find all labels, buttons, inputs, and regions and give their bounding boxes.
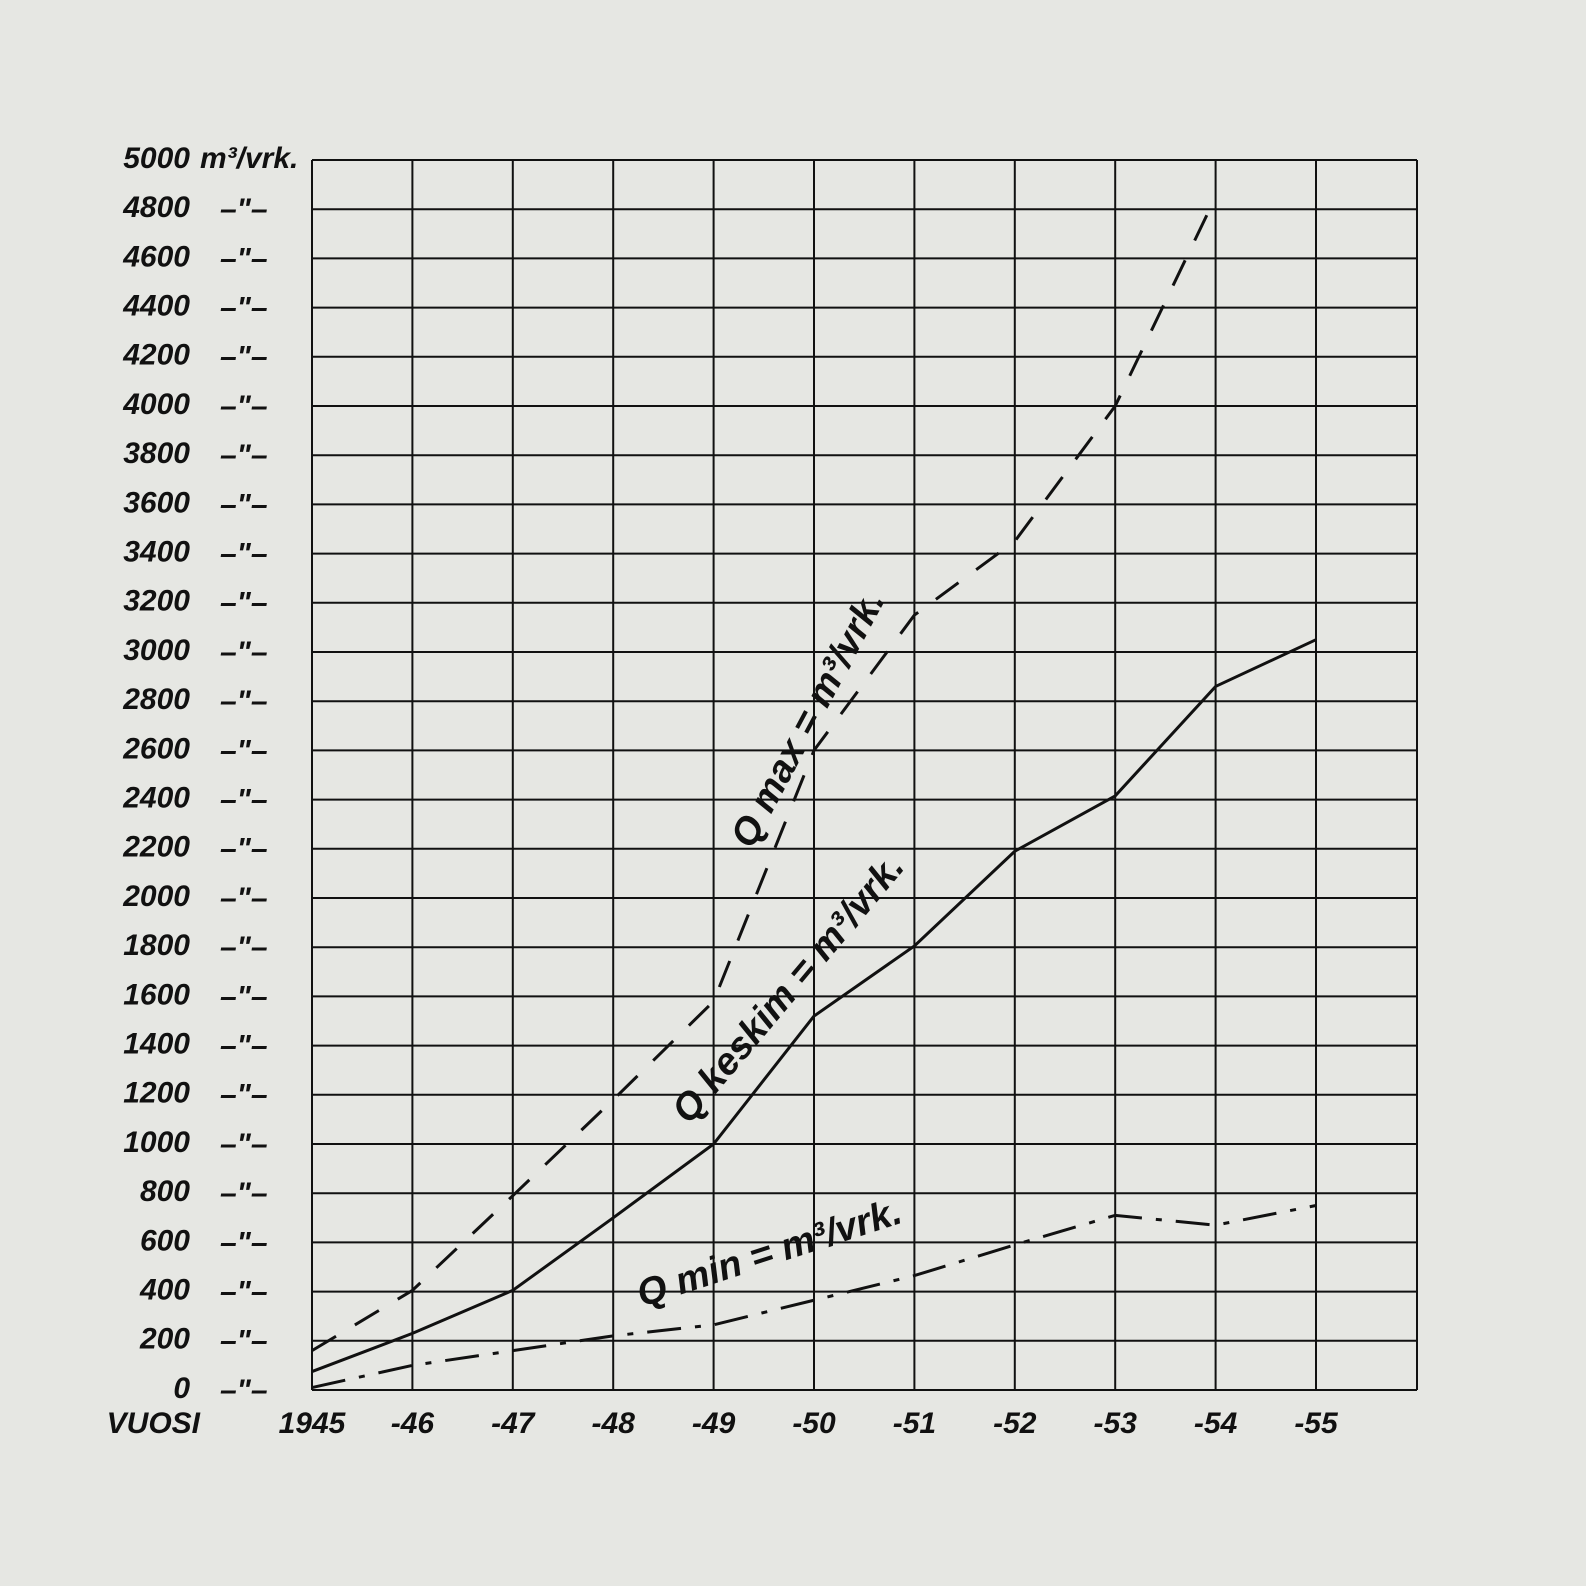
y-tick-label: 3600 xyxy=(123,486,190,519)
y-tick-ditto: –"– xyxy=(220,587,268,620)
y-tick-label: 400 xyxy=(139,1274,190,1307)
y-tick-ditto: –"– xyxy=(220,193,268,226)
y-tick-ditto: –"– xyxy=(220,636,268,669)
x-tick-label: -52 xyxy=(993,1407,1037,1440)
y-tick-label: 1600 xyxy=(123,978,190,1011)
y-tick-label: 1800 xyxy=(123,929,190,962)
y-tick-ditto: –"– xyxy=(220,1079,268,1112)
y-tick-label: 0 xyxy=(173,1372,190,1405)
y-tick-label: 4600 xyxy=(122,240,190,273)
y-tick-label: 5000 xyxy=(123,142,190,175)
y-tick-ditto: –"– xyxy=(220,882,268,915)
y-tick-ditto: –"– xyxy=(220,1325,268,1358)
y-tick-ditto: –"– xyxy=(220,488,268,521)
y-tick-label: 2000 xyxy=(122,880,190,913)
series-line xyxy=(311,638,1317,1373)
y-tick-label: 2600 xyxy=(122,732,190,765)
x-tick-label: -48 xyxy=(592,1407,636,1440)
x-tick-label: -53 xyxy=(1094,1407,1138,1440)
y-tick-label: 4000 xyxy=(122,388,190,421)
y-tick-label: 2800 xyxy=(122,683,190,716)
y-tick-ditto: –"– xyxy=(220,784,268,817)
y-tick-ditto: –"– xyxy=(220,439,268,472)
y-tick-ditto: –"– xyxy=(220,1374,268,1407)
y-tick-ditto: –"– xyxy=(220,292,268,325)
y-tick-ditto: –"– xyxy=(220,538,268,571)
y-tick-ditto: –"– xyxy=(220,341,268,374)
y-tick-ditto: –"– xyxy=(220,685,268,718)
y-tick-ditto: –"– xyxy=(220,980,268,1013)
y-tick-ditto: –"– xyxy=(220,1177,268,1210)
y-tick-ditto: –"– xyxy=(220,242,268,275)
y-tick-label: 800 xyxy=(140,1175,190,1208)
x-tick-label: -55 xyxy=(1294,1407,1339,1440)
y-tick-label: 2200 xyxy=(122,831,190,864)
series-line xyxy=(311,196,1217,1352)
y-tick-ditto: –"– xyxy=(220,1128,268,1161)
x-tick-label: -51 xyxy=(893,1407,936,1440)
y-tick-ditto: –"– xyxy=(220,1226,268,1259)
y-tick-label: 3200 xyxy=(123,585,190,618)
x-tick-label: 1945 xyxy=(279,1407,347,1440)
x-axis-label: VUOSI xyxy=(107,1407,201,1440)
y-tick-label: 1400 xyxy=(123,1028,190,1061)
y-tick-label: 3800 xyxy=(123,437,190,470)
y-tick-label: 4200 xyxy=(122,339,190,372)
y-tick-label: 600 xyxy=(140,1224,190,1257)
y-tick-ditto: –"– xyxy=(220,734,268,767)
y-tick-label: 1000 xyxy=(123,1126,190,1159)
x-tick-label: -46 xyxy=(391,1407,435,1440)
y-tick-label: 3400 xyxy=(123,536,190,569)
y-tick-ditto: –"– xyxy=(220,833,268,866)
y-tick-ditto: –"– xyxy=(220,1276,268,1309)
y-tick-ditto: –"– xyxy=(220,931,268,964)
y-tick-label: 4800 xyxy=(122,191,190,224)
y-tick-label: 3000 xyxy=(123,634,190,667)
y-tick-ditto: –"– xyxy=(220,1030,268,1063)
y-tick-label: 4400 xyxy=(122,290,190,323)
y-tick-label: 200 xyxy=(139,1323,190,1356)
x-tick-label: -47 xyxy=(491,1407,536,1440)
y-tick-label: 1200 xyxy=(123,1077,190,1110)
y-unit: m³/vrk. xyxy=(200,142,298,175)
x-tick-label: -54 xyxy=(1194,1407,1238,1440)
y-tick-ditto: –"– xyxy=(220,390,268,423)
y-tick-label: 2400 xyxy=(122,782,190,815)
x-tick-label: -50 xyxy=(792,1407,836,1440)
x-tick-label: -49 xyxy=(692,1407,736,1440)
